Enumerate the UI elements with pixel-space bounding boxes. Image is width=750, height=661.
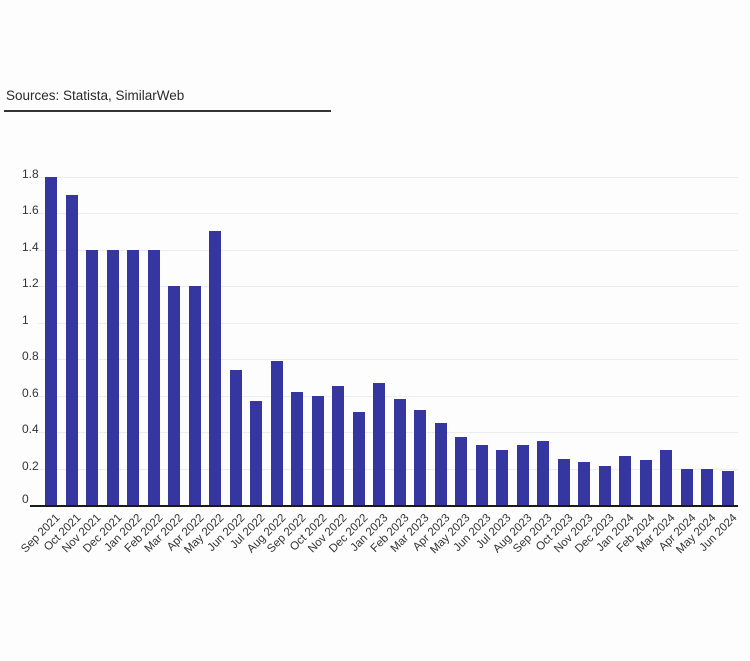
bar [188,286,201,505]
bar [45,176,57,505]
bar [578,462,590,505]
bar [721,471,734,505]
bar [393,399,406,505]
bar [352,411,365,505]
bar [475,444,488,505]
gridline [38,177,738,178]
y-tick-label: 1 [22,312,29,327]
bar [455,437,467,505]
x-axis-line [30,505,738,507]
bar [557,459,570,505]
bar [127,249,139,505]
y-tick-label: 0.6 [22,385,39,400]
bar [270,360,283,505]
bar [209,231,221,505]
source-note: Sources: Statista, SimilarWeb [6,88,185,103]
gridline [38,359,738,360]
bar [516,444,529,505]
y-tick-label: 0.8 [22,349,39,363]
bar [701,468,713,505]
bar [680,468,693,505]
bar [311,395,324,505]
gridline [38,432,738,433]
gridline [38,396,738,397]
y-tick-label: 1.2 [22,276,39,290]
y-tick-label: 0.2 [22,458,39,473]
bar [250,400,262,505]
gridline [38,323,738,324]
bar [537,441,549,505]
bar [619,455,631,505]
gridline [38,250,738,251]
bar [598,465,611,505]
bar [229,369,242,505]
bar [291,391,303,505]
bar [496,450,508,505]
bar [168,286,180,505]
bar [65,194,78,505]
y-tick-label: 0 [22,492,29,506]
bar [147,249,160,505]
bar [106,249,119,505]
bar [434,422,447,505]
bar [373,382,385,505]
source-divider [4,110,331,112]
gridline [38,469,738,470]
gridline [38,213,738,214]
y-tick-label: 1.8 [22,166,39,181]
y-tick-label: 1.4 [22,239,39,254]
bar [86,249,98,505]
gridline [38,286,738,287]
bar [414,410,426,505]
bar [639,460,652,505]
bar [660,450,672,505]
bar [332,386,344,505]
y-tick-label: 0.4 [22,422,39,436]
y-tick-label: 1.6 [22,203,39,217]
